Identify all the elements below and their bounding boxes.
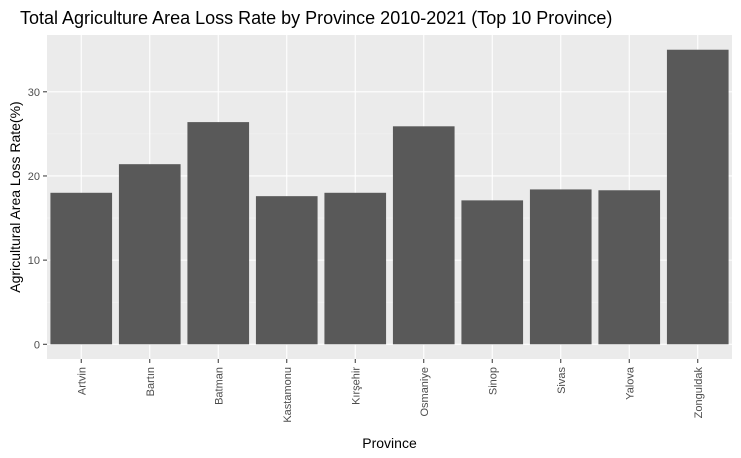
- y-tick-label: 30: [28, 87, 40, 99]
- bar: [461, 200, 524, 345]
- x-tick-label: Sinop: [487, 367, 499, 395]
- y-tick-label: 20: [28, 171, 40, 183]
- bar: [50, 192, 113, 345]
- x-tick-label: Artvin: [76, 367, 88, 395]
- y-axis: 0 10 20 30: [28, 87, 47, 351]
- x-tick-label: Kastamonu: [282, 367, 294, 423]
- chart-title: Total Agriculture Area Loss Rate by Prov…: [20, 8, 612, 28]
- y-tick-label: 0: [34, 339, 40, 351]
- x-axis: Artvin Bartın Batman Kastamonu Kırşehir Osman…: [76, 359, 705, 423]
- bar: [666, 49, 729, 345]
- bar: [255, 196, 318, 345]
- bar: [598, 190, 661, 345]
- x-tick-label: Kırşehir: [350, 367, 362, 405]
- x-tick-label: Sivas: [556, 367, 568, 394]
- bar: [187, 122, 250, 345]
- bars: [50, 49, 729, 345]
- x-tick-label: Osmaniye: [419, 367, 431, 417]
- x-tick-label: Zonguldak: [693, 367, 705, 419]
- y-tick-label: 10: [28, 255, 40, 267]
- bar: [324, 192, 387, 345]
- y-axis-title: Agricultural Area Loss Rate(%): [7, 101, 23, 292]
- x-tick-label: Batman: [213, 367, 225, 405]
- bar: [392, 126, 455, 345]
- x-axis-title: Province: [362, 435, 417, 451]
- bar: [529, 189, 592, 345]
- x-tick-label: Yalova: [624, 366, 636, 400]
- bar: [118, 164, 181, 345]
- x-tick-label: Bartın: [145, 367, 157, 396]
